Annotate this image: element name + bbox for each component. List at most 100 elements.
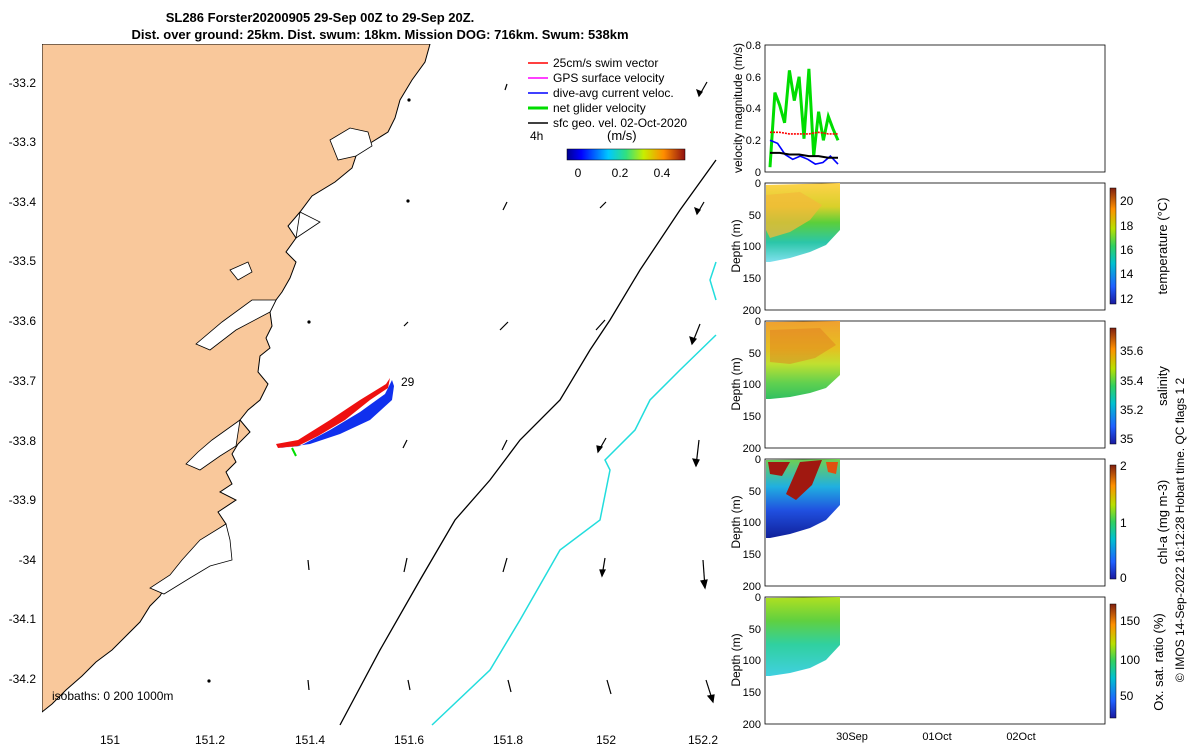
colorbar-tick: 150: [1120, 614, 1140, 628]
geo-arrow: [507, 679, 512, 693]
x-tick: 01Oct: [922, 731, 951, 743]
map-legend: 25cm/s swim vector GPS surface velocity …: [528, 56, 687, 180]
y-tick: -33.6: [9, 314, 37, 328]
y-tick: 100: [743, 655, 761, 667]
x-tick: 152: [596, 733, 616, 747]
x-tick: 151.2: [195, 733, 225, 747]
colorbar-tick: 2: [1120, 459, 1127, 473]
geo-arrow: [606, 679, 612, 695]
chla-section: [766, 459, 840, 538]
y-tick: 200: [743, 719, 761, 731]
geo-arrowhead: [599, 569, 606, 578]
geo-arrow: [504, 83, 508, 91]
geo-arrow: [403, 557, 408, 573]
track-day-label: 29: [401, 375, 415, 389]
velocity-ylabel: velocity magnitude (m/s): [731, 43, 745, 173]
colorbar-tick: 18: [1120, 219, 1134, 233]
geo-arrow: [599, 201, 607, 209]
y-tick: 0.4: [746, 103, 761, 115]
velocity-series: [768, 68, 840, 168]
colorbar-tick: 12: [1120, 292, 1134, 306]
salinity-section: [766, 321, 840, 399]
figure-subtitle: Dist. over ground: 25km. Dist. swum: 18k…: [131, 27, 628, 42]
velocity-y-axis: 0 0.2 0.4 0.6 0.8: [746, 40, 761, 179]
y-tick: 0.8: [746, 40, 761, 52]
chla-colorbar-ticks: 0 1 2: [1120, 459, 1127, 585]
colorbar-tick: 0.2: [612, 166, 629, 180]
colorbar-unit-label: (m/s): [607, 128, 637, 143]
depth-ylabel: Depth (m): [729, 357, 743, 410]
y-tick: 0: [755, 178, 761, 190]
geo-arrow: [502, 201, 508, 211]
colorbar-tick: 50: [1120, 689, 1134, 703]
dive-avg-current-vectors: [280, 380, 394, 448]
salinity-y-axis: 0 50 100 150 200: [743, 316, 761, 455]
geo-arrow: [307, 559, 310, 571]
y-tick: 200: [743, 443, 761, 455]
lake: [329, 127, 373, 161]
geo-arrow: [307, 679, 310, 691]
velocity-series-line: [770, 151, 838, 159]
x-tick: 151.6: [394, 733, 424, 747]
lake: [149, 523, 233, 595]
oxygen-y-axis: 0 50 100 150 200: [743, 592, 761, 731]
y-tick: 50: [749, 624, 761, 636]
y-tick: 100: [743, 379, 761, 391]
y-tick: -33.9: [9, 493, 37, 507]
chla-y-axis: 0 50 100 150 200: [743, 454, 761, 593]
map-y-axis: -33.2 -33.3 -33.4 -33.5 -33.6 -33.7 -33.…: [9, 76, 37, 686]
geostrophic-arrows: [207, 81, 715, 704]
colorbar-tick: 35.2: [1120, 403, 1144, 417]
velocity-series-line: [769, 139, 839, 165]
oxygen-panel: 0 50 100 150 200 Depth (m) 30Sep 01Oct 0…: [729, 592, 1166, 743]
temperature-colorbar: [1109, 187, 1117, 305]
y-tick: -33.4: [9, 195, 37, 209]
y-tick: 150: [743, 549, 761, 561]
geo-arrow: [502, 557, 508, 573]
geo-arrowhead: [692, 458, 700, 468]
geo-dot: [406, 199, 410, 203]
geo-arrow: [402, 439, 408, 449]
legend-label: sfc geo. vel. 02-Oct-2020: [553, 116, 687, 130]
y-tick: 0.6: [746, 72, 761, 84]
colorbar-tick: 14: [1120, 267, 1134, 281]
estuary: [295, 211, 321, 239]
colorbar-tick: 20: [1120, 194, 1134, 208]
colorbar-tick: 0: [1120, 571, 1127, 585]
salinity-panel: 0 50 100 150 200 Depth (m) 35 35.2 35.4 …: [729, 316, 1170, 455]
y-tick: 100: [743, 517, 761, 529]
colorbar-tick: 16: [1120, 243, 1134, 257]
glider-track: [276, 378, 394, 457]
x-tick: 152.2: [688, 733, 718, 747]
y-tick: 50: [749, 210, 761, 222]
oxygen-colorbar: [1109, 603, 1117, 719]
geo-dot: [307, 320, 311, 324]
y-tick: 200: [743, 305, 761, 317]
y-tick: 50: [749, 348, 761, 360]
y-tick: 0.2: [746, 135, 761, 147]
chla-high-patch: [768, 462, 790, 476]
y-tick: 150: [743, 687, 761, 699]
estuary: [185, 419, 241, 471]
legend-label: dive-avg current veloc.: [553, 86, 674, 100]
chla-panel: 0 50 100 150 200 Depth (m) 0 1 2 chl-a (…: [729, 454, 1170, 593]
isobath-1000m: [431, 334, 717, 726]
salinity-high-patch: [770, 328, 836, 364]
temperature-colorbar-label: temperature (°C): [1155, 198, 1170, 295]
depth-ylabel: Depth (m): [729, 633, 743, 686]
y-tick: 150: [743, 411, 761, 423]
depth-ylabel: Depth (m): [729, 219, 743, 272]
depth-ylabel: Depth (m): [729, 495, 743, 548]
geo-dot: [407, 98, 411, 102]
net-glider-velocity: [291, 447, 297, 457]
y-tick: -34: [19, 553, 37, 567]
salinity-colorbar: [1109, 327, 1117, 445]
geo-arrow: [595, 319, 606, 331]
geo-arrow: [499, 321, 509, 331]
colorbar-tick: 1: [1120, 516, 1127, 530]
y-tick: -34.1: [9, 612, 37, 626]
temperature-y-axis: 0 50 100 150 200: [743, 178, 761, 317]
x-tick: 151: [100, 733, 120, 747]
colorbar-tick: 35.4: [1120, 374, 1144, 388]
y-tick: -33.8: [9, 434, 37, 448]
